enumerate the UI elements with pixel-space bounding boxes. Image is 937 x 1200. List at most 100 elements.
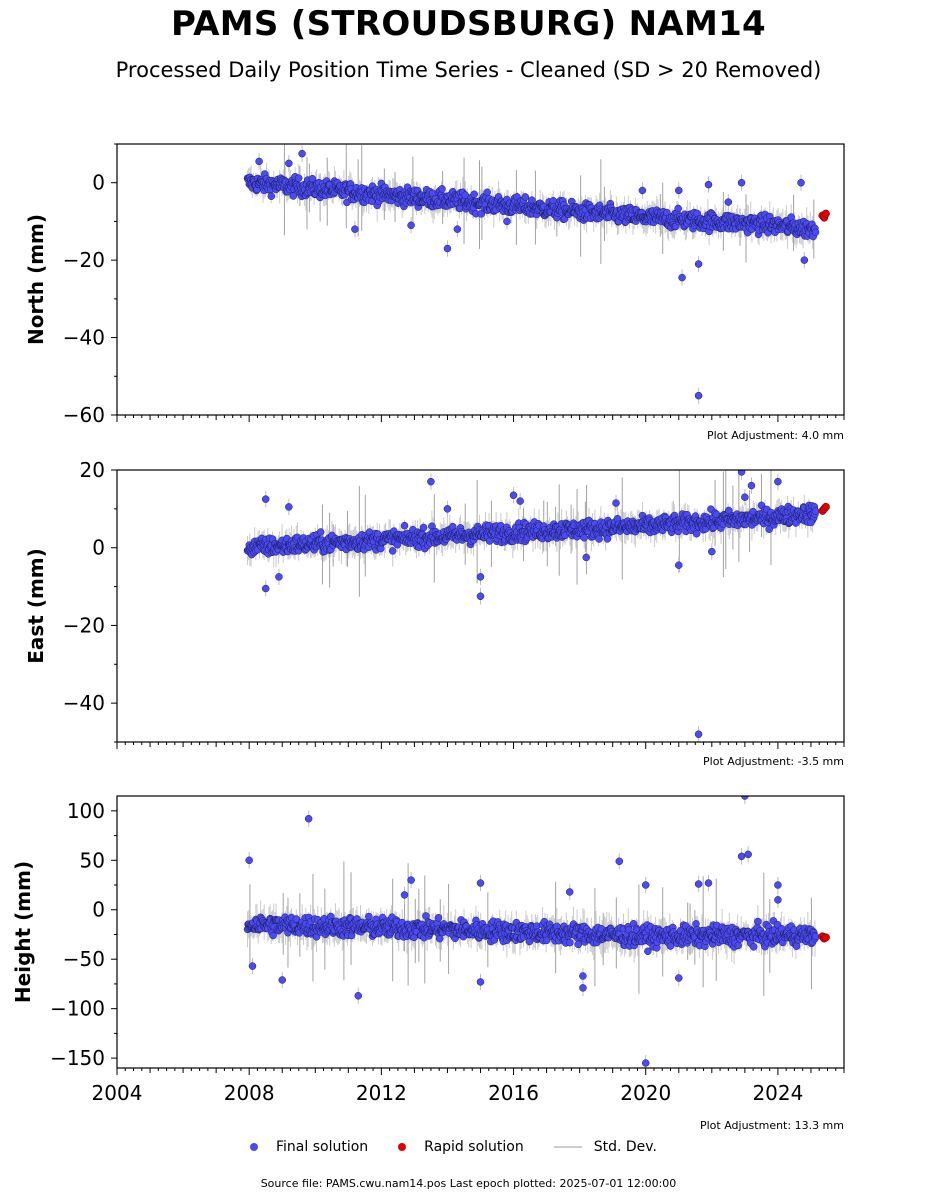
legend-item-std: Std. Dev. [553, 1139, 657, 1155]
final-solution-point [365, 912, 373, 921]
chart-title: PAMS (STROUDSBURG) NAM14 [171, 4, 766, 44]
x-tick-label: 2020 [620, 1081, 671, 1105]
north-final-solution-points [243, 149, 820, 400]
final-solution-point [354, 992, 362, 1000]
height-plot-adjustment: Plot Adjustment: 13.3 mm [699, 1119, 844, 1132]
final-solution-point [704, 879, 713, 887]
final-solution-point [582, 553, 590, 562]
x-tick-label: 2008 [224, 1081, 275, 1105]
final-solution-point [811, 932, 820, 941]
final-solution-point [774, 896, 782, 904]
final-solution-point [675, 561, 683, 569]
final-solution-point [674, 204, 682, 213]
final-solution-point [807, 518, 815, 527]
final-solution-point [579, 972, 587, 980]
final-solution-point [641, 881, 650, 889]
final-solution-point [678, 273, 686, 282]
y-tick-label: −20 [63, 248, 105, 272]
final-solution-point [774, 477, 782, 486]
final-solution-point [692, 529, 701, 538]
final-solution-point [521, 193, 530, 201]
y-tick-label: −20 [63, 613, 105, 637]
legend-label-std: Std. Dev. [593, 1139, 657, 1155]
final-solution-point [741, 493, 749, 501]
final-solution-point [275, 573, 283, 581]
final-solution-point [509, 491, 518, 500]
final-solution-point [289, 192, 298, 200]
final-solution-point [476, 573, 485, 581]
final-solution-point [261, 495, 270, 503]
y-tick-label: −40 [63, 691, 105, 715]
final-solution-point [747, 481, 756, 490]
final-solution-point [485, 537, 494, 545]
final-solution-point [737, 178, 746, 187]
north-y-axis-label: North (mm) [24, 214, 48, 345]
final-solution-point [675, 974, 683, 982]
final-solution-point [400, 891, 409, 899]
final-solution-point [434, 914, 443, 922]
final-solution-point [443, 244, 452, 253]
y-tick-label: 0 [92, 898, 105, 922]
final-solution-point [304, 814, 313, 823]
final-solution-point [438, 185, 446, 193]
final-solution-point [419, 523, 428, 532]
final-solution-point [704, 180, 713, 189]
rapid-solution-point [821, 209, 830, 218]
east-y-axis-label: East (mm) [24, 548, 48, 664]
final-solution-point [255, 157, 263, 166]
y-tick-label: 0 [92, 171, 105, 195]
final-solution-point [694, 880, 703, 888]
y-tick-label: 100 [67, 799, 105, 823]
final-solution-marker [250, 1143, 258, 1151]
height-final-solution-points [243, 796, 820, 1067]
east-plot-area [243, 470, 830, 742]
final-solution-point [734, 941, 743, 950]
legend-label-rapid: Rapid solution [424, 1139, 524, 1155]
final-solution-point [285, 159, 293, 168]
final-solution-point [267, 192, 276, 201]
final-solution-point [666, 942, 675, 950]
height-panel: 100 50 0 −50 −100 −150 Height (mm) 2004 2008 2012… [11, 795, 845, 1105]
north-plot-area [243, 144, 830, 404]
y-tick-label: 50 [80, 848, 105, 872]
x-tick-label: 2004 [92, 1081, 143, 1105]
final-solution-point [615, 857, 624, 866]
final-solution-point [407, 876, 415, 884]
final-solution-point [612, 499, 620, 507]
final-solution-point [476, 592, 485, 601]
final-solution-point [675, 186, 683, 195]
final-solution-point [765, 525, 773, 533]
final-solution-point [638, 186, 647, 195]
final-solution-point [800, 256, 809, 264]
final-solution-point [269, 931, 277, 940]
chart-subtitle: Processed Daily Position Time Series - C… [115, 58, 822, 82]
final-solution-point [528, 196, 536, 204]
legend: Final solution Rapid solution Std. Dev. [250, 1137, 687, 1157]
source-note: Source file: PAMS.cwu.nam14.pos Last epo… [260, 1177, 677, 1190]
final-solution-point [503, 217, 511, 226]
legend-item-final: Final solution [250, 1139, 368, 1155]
final-solution-point [407, 221, 415, 230]
final-solution-point [641, 1059, 650, 1067]
y-tick-label: −100 [50, 997, 105, 1021]
final-solution-point [294, 174, 303, 182]
final-solution-point [285, 503, 293, 511]
x-tick-label: 2016 [488, 1081, 539, 1105]
y-tick-label: −60 [63, 403, 105, 427]
height-plot-area [243, 796, 830, 1068]
x-tick-label: 2012 [356, 1081, 407, 1105]
final-solution-point [292, 915, 301, 923]
final-solution-point [443, 505, 452, 513]
east-panel: 20 0 −20 −40 East (mm) [24, 458, 845, 749]
y-tick-label: −50 [63, 947, 105, 971]
final-solution-point [694, 730, 703, 738]
final-solution-point [435, 934, 444, 943]
final-solution-point [278, 976, 286, 984]
final-solution-point [566, 938, 574, 947]
final-solution-point [694, 260, 703, 268]
final-solution-point [470, 190, 478, 199]
final-solution-point [749, 943, 758, 951]
final-solution-point [708, 547, 716, 556]
final-solution-point [797, 178, 805, 187]
